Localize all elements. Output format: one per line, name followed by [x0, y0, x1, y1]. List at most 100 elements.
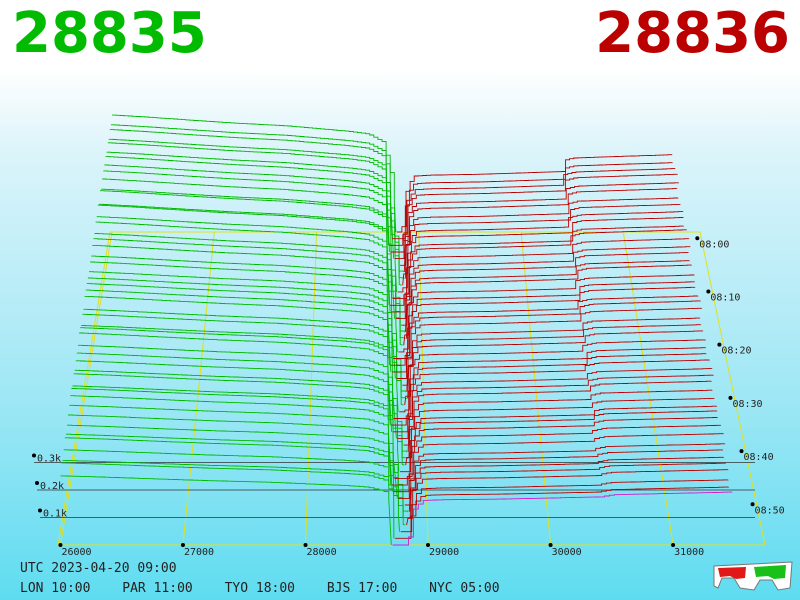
city-time-tyo: TYO 18:00 — [224, 581, 296, 596]
ask-depth-line — [408, 456, 724, 512]
bid-depth-line — [101, 188, 392, 299]
bid-depth-line — [107, 142, 395, 259]
ask-depth-line — [397, 217, 684, 293]
time-tick-label: 08:40 — [744, 452, 774, 463]
ask-depth-line — [399, 347, 707, 413]
ask-depth-line — [406, 264, 692, 339]
time-tick-label: 08:50 — [755, 505, 785, 516]
ask-depth-line — [394, 417, 718, 479]
time-tick-marker — [706, 289, 711, 294]
bid-depth-line — [71, 388, 394, 479]
depth-tick-marker — [32, 453, 36, 458]
bid-depth-line — [112, 114, 397, 233]
ask-depth-line — [401, 252, 689, 326]
time-tick-marker — [695, 236, 700, 241]
bid-depth-line — [63, 449, 406, 526]
bid-price: 28835 — [12, 1, 207, 66]
time-tick-label: 08:10 — [710, 292, 740, 303]
bid-depth-series — [60, 114, 409, 546]
bid-depth-line — [89, 271, 392, 372]
ask-depth-line — [391, 424, 722, 486]
bid-depth-line — [72, 385, 400, 472]
bid-depth-line — [60, 475, 392, 546]
price-tick-label: 31000 — [674, 547, 704, 558]
price-tick-label: 30000 — [552, 547, 582, 558]
bid-depth-line — [100, 190, 390, 306]
bid-depth-line — [98, 203, 391, 312]
ask-depth-line — [391, 359, 710, 426]
bid-depth-line — [102, 178, 398, 292]
time-tick-label: 08:20 — [721, 346, 751, 357]
time-tick-marker — [750, 502, 755, 507]
city-time-bjs: BJS 17:00 — [326, 581, 398, 596]
bid-depth-line — [80, 327, 391, 426]
bid-depth-line — [69, 404, 393, 492]
bid-depth-line — [64, 437, 409, 519]
bid-depth-line — [67, 424, 404, 506]
ask-depth-line — [393, 286, 696, 359]
bid-depth-line — [73, 373, 405, 466]
3d-glasses-icon[interactable] — [712, 560, 794, 592]
ask-depth-line — [407, 389, 713, 452]
ask-depth-line — [406, 469, 729, 526]
ask-depth-line — [395, 246, 691, 320]
ask-depth-line — [398, 443, 726, 499]
bid-depth-line — [86, 283, 402, 386]
ask-depth-line — [396, 154, 673, 233]
ask-depth-line — [400, 479, 729, 533]
price-tick-marker — [58, 543, 63, 547]
bid-depth-line — [84, 295, 407, 399]
bid-depth-line — [85, 289, 406, 393]
bid-depth-line — [91, 255, 393, 359]
bid-depth-line — [81, 325, 394, 419]
bid-depth-line — [95, 221, 405, 333]
ask-depth-line — [404, 203, 681, 279]
bid-depth-line — [76, 352, 403, 446]
depth-tick-label: 0.1k — [43, 509, 67, 520]
bid-depth-line — [110, 124, 392, 239]
city-time-nyc: NYC 05:00 — [429, 581, 500, 596]
ask-depth-line — [397, 374, 714, 439]
time-tick-label: 08:30 — [732, 399, 762, 410]
depth-tick-label: 0.2k — [40, 481, 64, 492]
time-tick-marker — [728, 395, 733, 400]
ask-depth-line — [392, 368, 713, 433]
price-gridline — [622, 231, 674, 546]
ask-depth-line — [389, 168, 676, 246]
bid-depth-line — [62, 459, 400, 532]
ask-depth-line — [408, 397, 715, 459]
ask-depth-line — [398, 281, 695, 353]
price-tick-label: 27000 — [184, 547, 214, 558]
bid-depth-line — [103, 170, 402, 286]
ask-depth-line — [391, 300, 701, 373]
ask-depth-line — [403, 274, 695, 346]
ask-depth-line — [394, 182, 679, 260]
ask-price: 28836 — [595, 1, 790, 66]
bid-depth-line — [97, 204, 395, 319]
bid-depth-line — [68, 414, 398, 499]
bid-depth-line — [105, 156, 404, 272]
ask-depth-line — [405, 405, 718, 466]
bid-depth-line — [61, 462, 395, 539]
ask-depth-line — [405, 260, 690, 332]
bid-depth-line — [96, 216, 401, 326]
price-tick-marker — [180, 543, 185, 547]
depth-tick-marker — [35, 481, 39, 485]
bid-depth-line — [75, 360, 408, 453]
time-tick-label: 08:00 — [699, 239, 729, 250]
ask-depth-line — [393, 353, 707, 419]
bid-depth-line — [79, 332, 393, 432]
bid-depth-line — [70, 395, 392, 486]
time-tick-marker — [717, 342, 722, 347]
price-gridline — [418, 231, 429, 546]
bid-depth-line — [87, 277, 396, 379]
price-tick-label: 28000 — [307, 547, 337, 558]
ask-depth-line — [404, 449, 724, 506]
bid-depth-line — [93, 238, 403, 346]
ask-depth-line — [403, 197, 679, 273]
price-tick-label: 29000 — [429, 547, 459, 558]
utc-timestamp: UTC 2023-04-20 09:00 — [20, 561, 177, 576]
ask-depth-line — [404, 339, 706, 406]
ask-depth-line — [403, 380, 712, 446]
